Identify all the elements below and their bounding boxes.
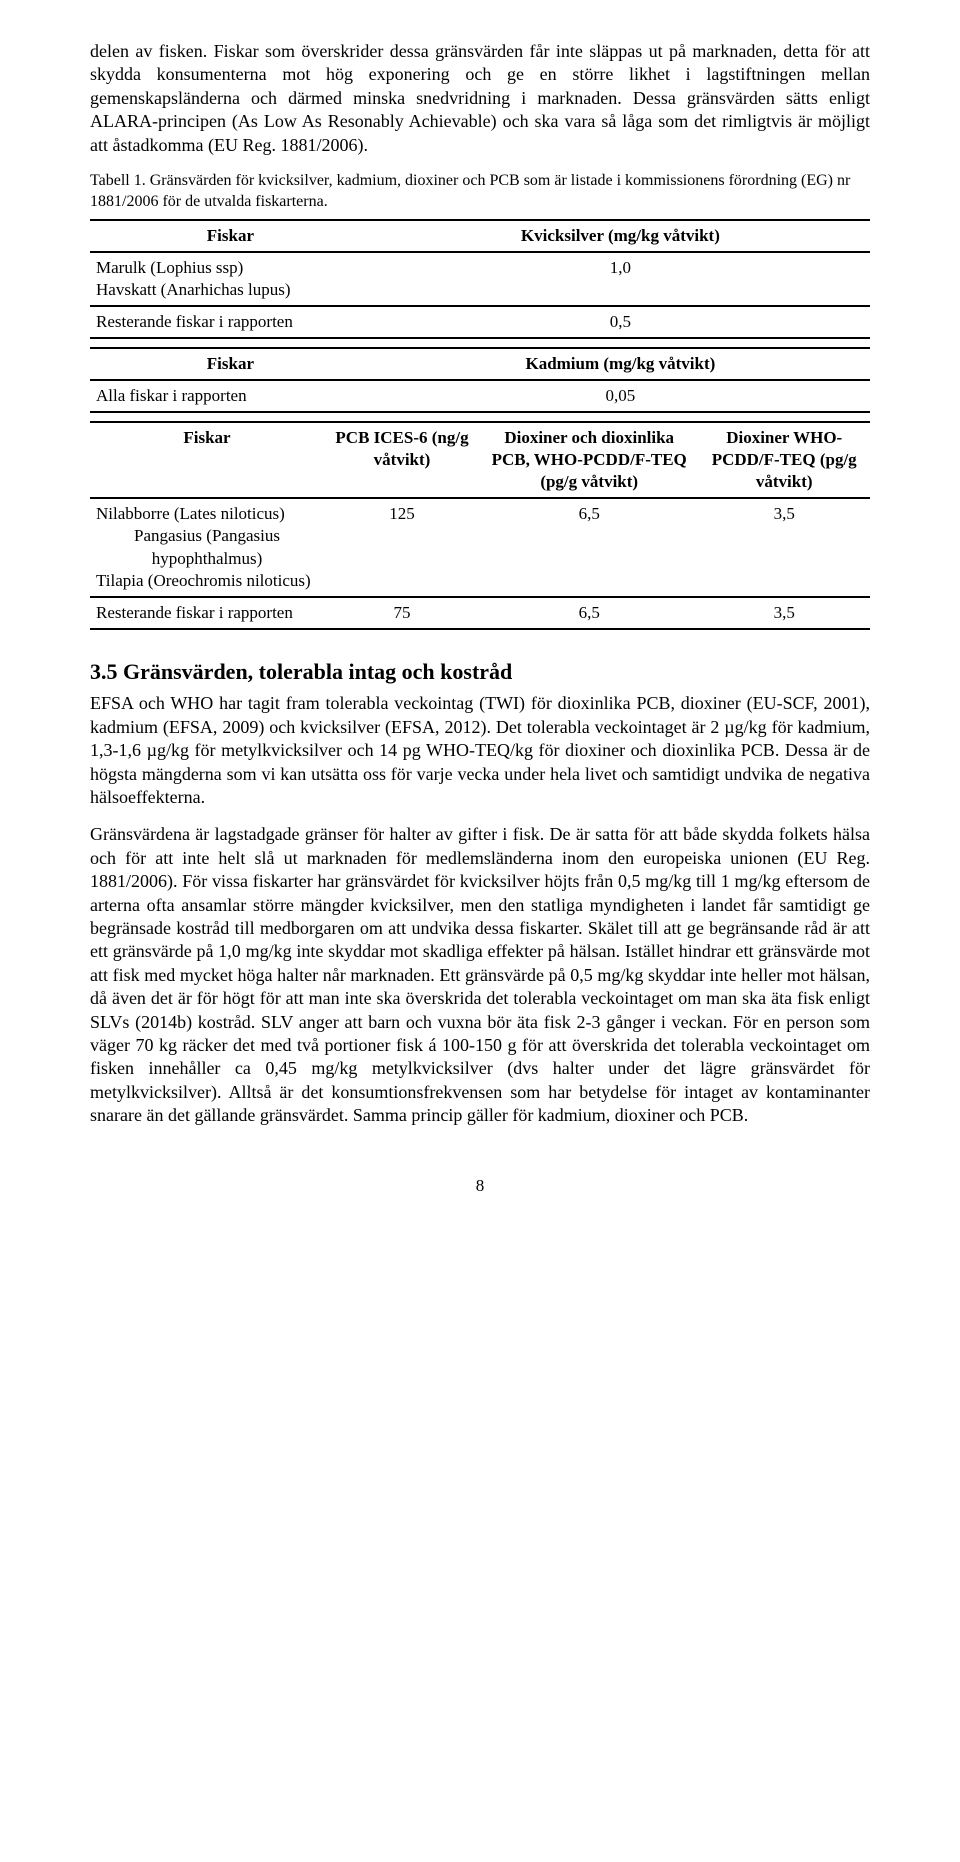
- page-number: 8: [90, 1175, 870, 1197]
- table-cell: 75: [324, 597, 480, 629]
- table-cell: 1,0: [371, 252, 870, 306]
- table-header-cell: Fiskar: [90, 220, 371, 252]
- table-row: Marulk (Lophius ssp) Havskatt (Anarhicha…: [90, 252, 870, 306]
- table-cell: Alla fiskar i rapporten: [90, 380, 371, 412]
- table-cell: Nilabborre (Lates niloticus) Pangasius (…: [90, 498, 324, 596]
- table-header-cell: Kvicksilver (mg/kg våtvikt): [371, 220, 870, 252]
- table-cell: 3,5: [698, 597, 870, 629]
- fish-name: Havskatt (Anarhichas lupus): [96, 279, 365, 301]
- table-cell: 0,05: [371, 380, 870, 412]
- table-pcb-dioxin: Fiskar PCB ICES-6 (ng/g våtvikt) Dioxine…: [90, 421, 870, 630]
- table-header-cell: Dioxiner och dioxinlika PCB, WHO-PCDD/F-…: [480, 422, 698, 498]
- table-cell: 6,5: [480, 498, 698, 596]
- table-header-cell: Kadmium (mg/kg våtvikt): [371, 348, 870, 380]
- fish-name: Pangasius (Pangasius hypophthalmus): [96, 525, 318, 569]
- table-row: Alla fiskar i rapporten 0,05: [90, 380, 870, 412]
- table-cell: Resterande fiskar i rapporten: [90, 306, 371, 338]
- section-heading: 3.5 Gränsvärden, tolerabla intag och kos…: [90, 658, 870, 687]
- table-header-cell: PCB ICES-6 (ng/g våtvikt): [324, 422, 480, 498]
- table-cell: 125: [324, 498, 480, 596]
- body-paragraph: Gränsvärdena är lagstadgade gränser för …: [90, 823, 870, 1127]
- table-mercury: Fiskar Kvicksilver (mg/kg våtvikt) Marul…: [90, 219, 870, 339]
- fish-name: Marulk (Lophius ssp): [96, 257, 365, 279]
- body-paragraph: EFSA och WHO har tagit fram tolerabla ve…: [90, 692, 870, 809]
- table-cell: 3,5: [698, 498, 870, 596]
- table-header-cell: Fiskar: [90, 348, 371, 380]
- table-row: Nilabborre (Lates niloticus) Pangasius (…: [90, 498, 870, 596]
- table-header-cell: Dioxiner WHO-PCDD/F-TEQ (pg/g våtvikt): [698, 422, 870, 498]
- table-header-row: Fiskar Kadmium (mg/kg våtvikt): [90, 348, 870, 380]
- table-cell: Marulk (Lophius ssp) Havskatt (Anarhicha…: [90, 252, 371, 306]
- fish-name: Nilabborre (Lates niloticus): [96, 503, 318, 525]
- table-row: Resterande fiskar i rapporten 75 6,5 3,5: [90, 597, 870, 629]
- table-caption: Tabell 1. Gränsvärden för kvicksilver, k…: [90, 171, 870, 213]
- fish-name: Tilapia (Oreochromis niloticus): [96, 570, 318, 592]
- table-cell: 0,5: [371, 306, 870, 338]
- table-header-row: Fiskar Kvicksilver (mg/kg våtvikt): [90, 220, 870, 252]
- intro-paragraph: delen av fisken. Fiskar som överskrider …: [90, 40, 870, 157]
- table-cell: Resterande fiskar i rapporten: [90, 597, 324, 629]
- table-row: Resterande fiskar i rapporten 0,5: [90, 306, 870, 338]
- table-cadmium: Fiskar Kadmium (mg/kg våtvikt) Alla fisk…: [90, 347, 870, 413]
- table-header-row: Fiskar PCB ICES-6 (ng/g våtvikt) Dioxine…: [90, 422, 870, 498]
- table-cell: 6,5: [480, 597, 698, 629]
- table-header-cell: Fiskar: [90, 422, 324, 498]
